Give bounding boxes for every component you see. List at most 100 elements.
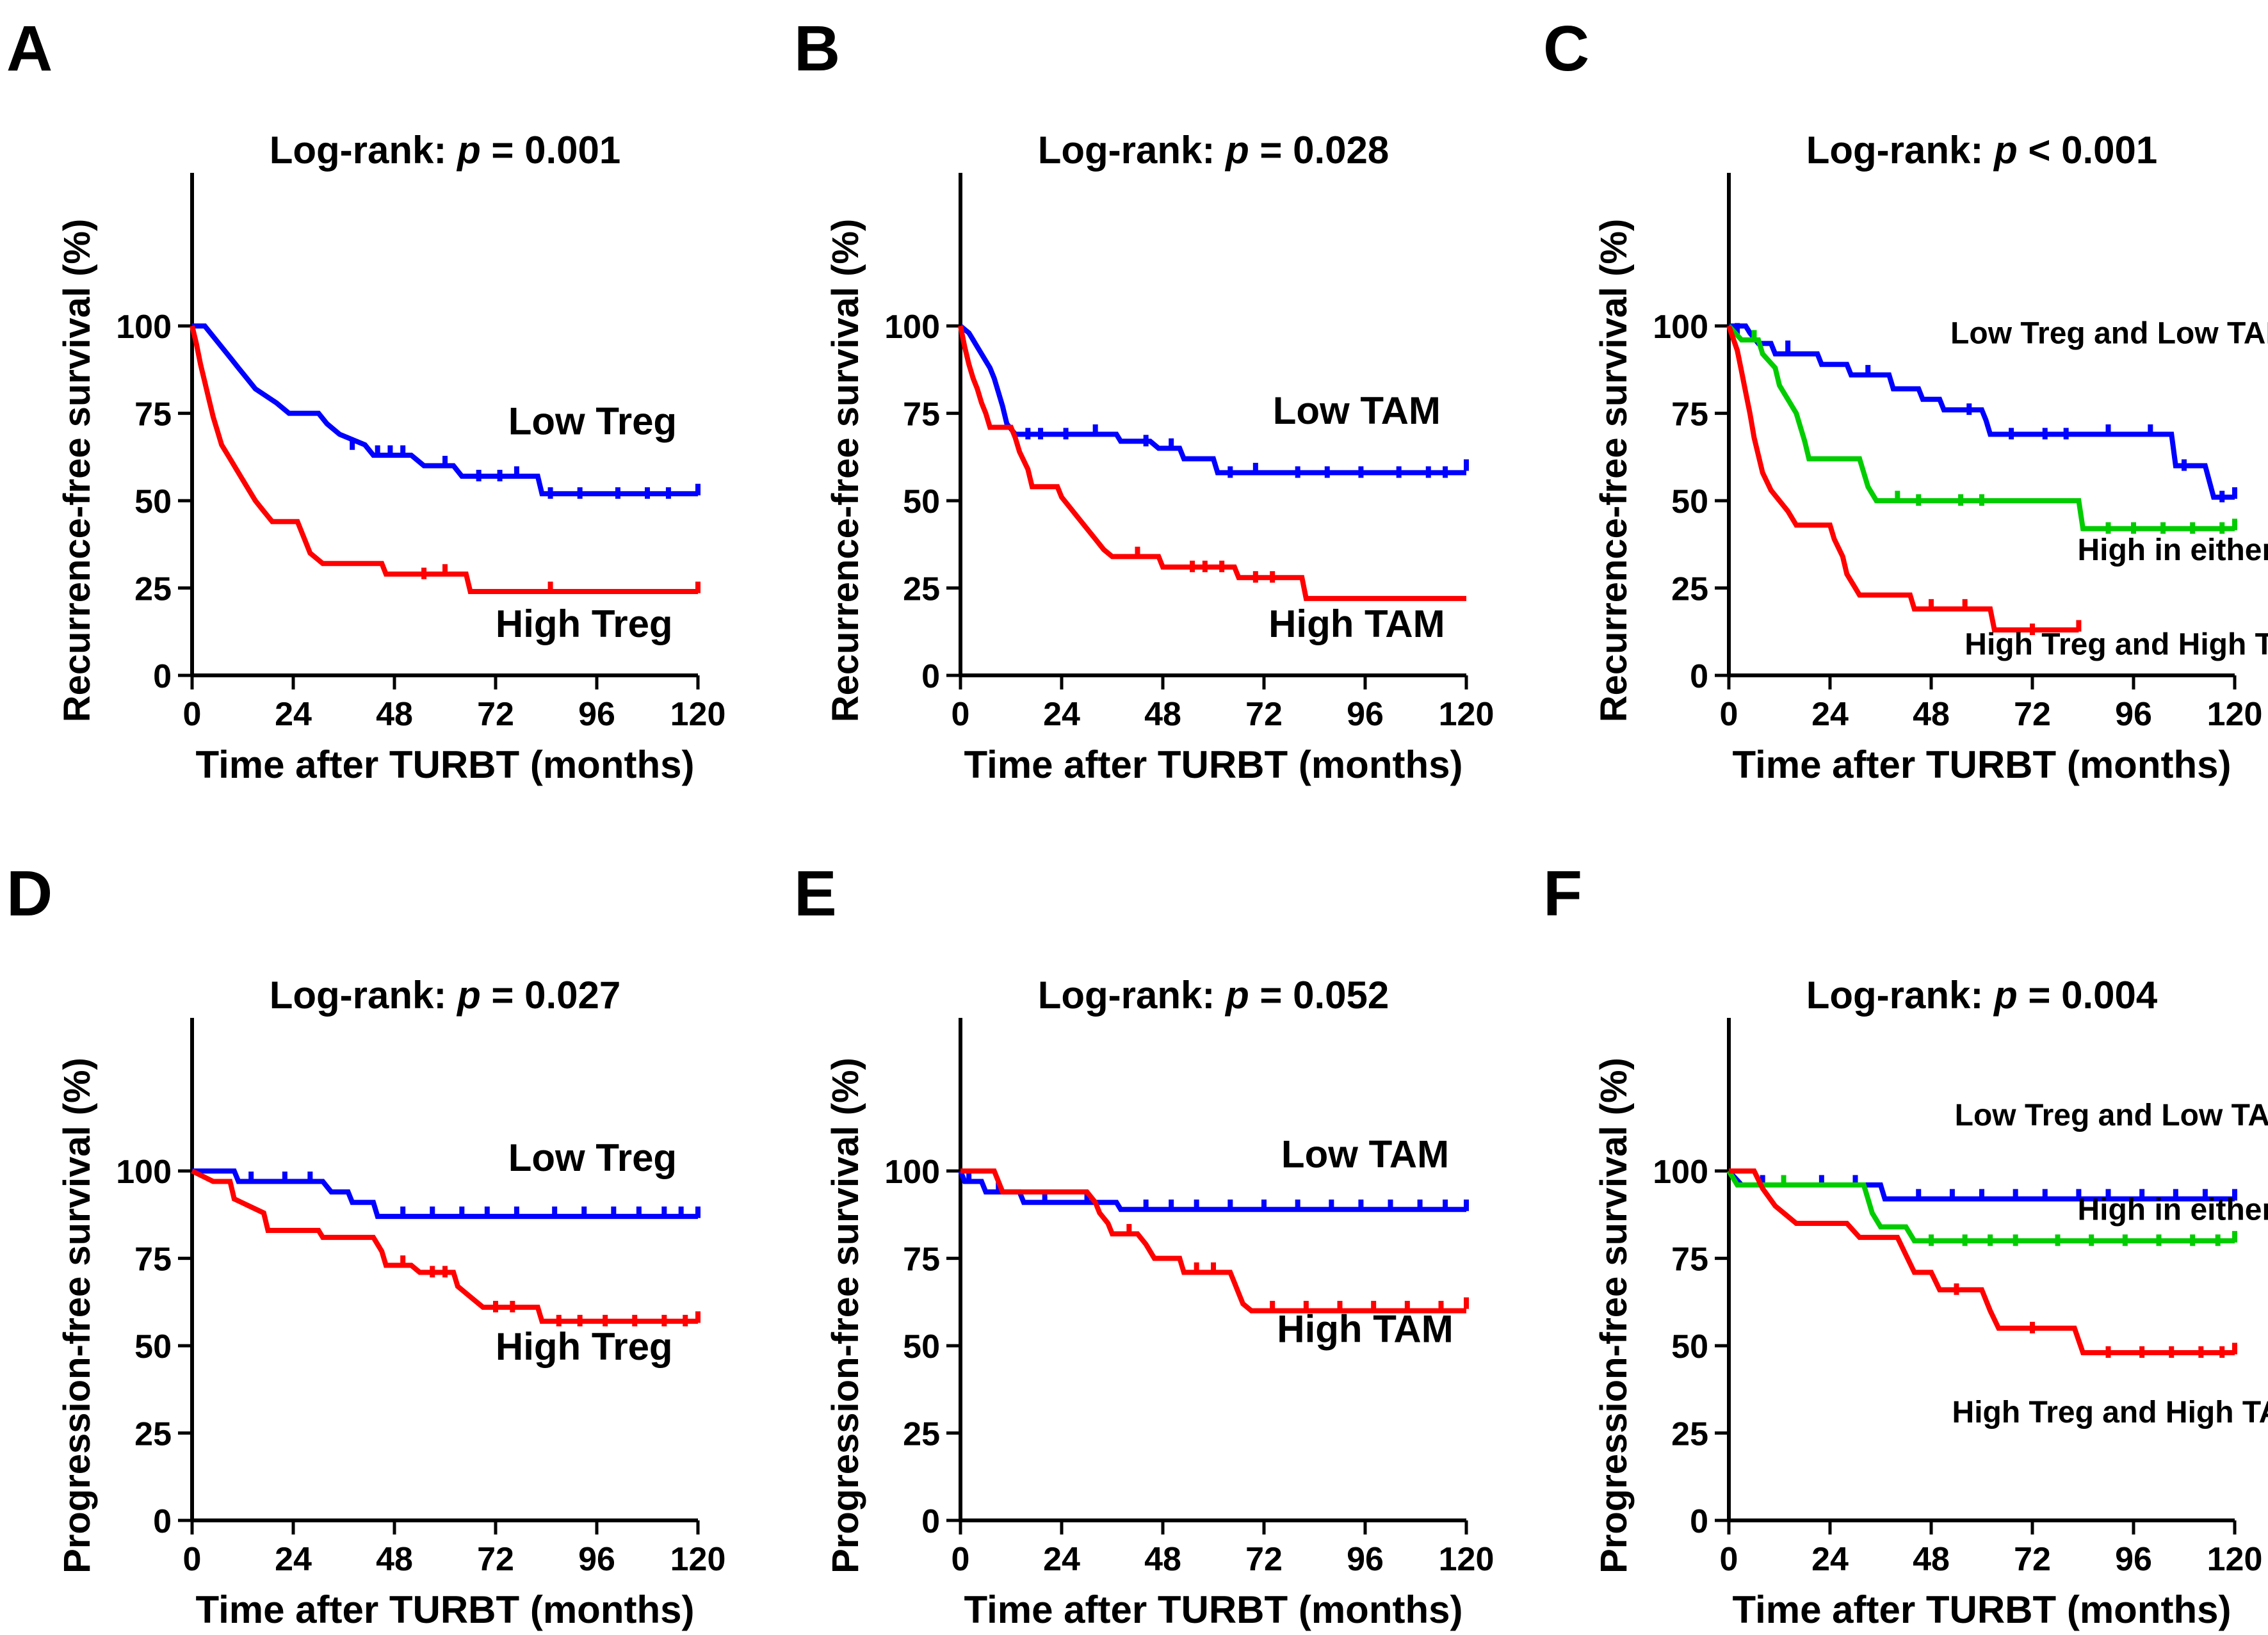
x-tick-label: 120 — [2207, 696, 2263, 733]
panel-letter: C — [1543, 13, 1589, 85]
title-p-symbol: p — [1993, 974, 2018, 1017]
y-tick-label: 75 — [134, 396, 172, 433]
x-tick-label: 24 — [1043, 1541, 1080, 1578]
y-tick-label: 0 — [153, 1503, 172, 1540]
series-annotation: High in either — [2077, 1193, 2268, 1227]
title-p-value: = 0.004 — [2018, 974, 2158, 1017]
y-tick-label: 25 — [134, 1416, 172, 1453]
chart-title: Log-rank: p = 0.028 — [1038, 129, 1389, 172]
y-tick-label: 25 — [1671, 1416, 1708, 1453]
y-tick-label: 50 — [903, 1328, 940, 1365]
panel-letter: E — [794, 858, 837, 930]
x-tick-label: 48 — [1144, 1541, 1181, 1578]
panel-f: F Log-rank: p = 0.004 0 24 48 72 96 120 0 25 50 75 1… — [1543, 858, 2268, 1631]
x-tick-label: 24 — [275, 696, 312, 733]
x-tick-label: 72 — [1245, 696, 1283, 733]
x-tick-label: 24 — [1043, 696, 1080, 733]
title-prefix: Log-rank: — [1806, 129, 1994, 172]
title-prefix: Log-rank: — [1806, 974, 1994, 1017]
title-p-symbol: p — [1224, 129, 1249, 172]
chart-title: Log-rank: p = 0.004 — [1806, 974, 2158, 1017]
x-axis-label: Time after TURBT (months) — [196, 1588, 695, 1631]
y-tick-label: 100 — [1653, 309, 1708, 346]
x-tick-label: 48 — [1913, 696, 1950, 733]
x-tick-label: 72 — [477, 696, 514, 733]
panel-letter: B — [794, 13, 840, 85]
series-annotation: High TAM — [1277, 1308, 1453, 1351]
y-tick-label: 25 — [1671, 571, 1708, 608]
title-p-value: = 0.001 — [481, 129, 621, 172]
x-tick-label: 0 — [952, 696, 970, 733]
panel-d: D Log-rank: p = 0.027 0 24 48 72 96 120 0 25 50 75 1… — [6, 858, 725, 1631]
x-tick-label: 72 — [1245, 1541, 1283, 1578]
series-annotation: High Treg and High TAM — [1964, 627, 2268, 661]
series-annotation: Low Treg — [508, 1136, 677, 1179]
title-prefix: Log-rank: — [1038, 129, 1226, 172]
series-annotation: High TAM — [1268, 602, 1445, 645]
y-tick-label: 75 — [903, 1241, 940, 1278]
x-tick-label: 24 — [275, 1541, 312, 1578]
y-tick-label: 100 — [1653, 1154, 1708, 1191]
panel-b: B Log-rank: p = 0.028 0 24 48 72 96 120 0 25 50 75 1… — [794, 13, 1494, 786]
y-axis-label: Progression-free survival (%) — [825, 1058, 866, 1574]
y-tick-label: 0 — [153, 658, 172, 695]
x-tick-label: 96 — [578, 1541, 615, 1578]
chart-title: Log-rank: p = 0.052 — [1038, 974, 1389, 1017]
x-tick-label: 96 — [2115, 1541, 2152, 1578]
series-line-low-treg — [192, 323, 698, 497]
series-annotation: Low Treg and Low TAM — [1955, 1099, 2268, 1132]
series-line-low-tam — [959, 324, 1466, 476]
title-prefix: Log-rank: — [270, 129, 457, 172]
title-prefix: Log-rank: — [1038, 974, 1226, 1017]
title-p-value: = 0.052 — [1249, 974, 1389, 1017]
y-tick-label: 50 — [1671, 483, 1708, 520]
x-tick-label: 96 — [578, 696, 615, 733]
title-prefix: Log-rank: — [270, 974, 457, 1017]
y-tick-label: 25 — [134, 571, 172, 608]
y-tick-label: 25 — [903, 571, 940, 608]
y-tick-label: 100 — [116, 309, 172, 346]
x-tick-label: 48 — [1913, 1541, 1950, 1578]
y-axis-label: Recurrence-free survival (%) — [56, 219, 98, 723]
title-p-symbol: p — [456, 129, 481, 172]
series-annotation: Low TAM — [1273, 389, 1441, 432]
panel-letter: A — [6, 13, 53, 85]
panel-c: C Log-rank: p < 0.001 0 24 48 72 96 120 0 25 50 75 1… — [1543, 13, 2268, 786]
series-line-low-treg — [192, 1168, 698, 1220]
y-tick-label: 0 — [921, 658, 940, 695]
x-tick-label: 24 — [1811, 1541, 1849, 1578]
panel-a: A Log-rank: p = 0.001 0 24 48 72 96 120 0 25 50 75 1… — [6, 13, 725, 786]
x-tick-label: 120 — [2207, 1541, 2263, 1578]
y-axis-label: Recurrence-free survival (%) — [1593, 219, 1635, 723]
x-tick-label: 48 — [376, 696, 413, 733]
x-axis-label: Time after TURBT (months) — [964, 1588, 1463, 1631]
title-p-symbol: p — [1224, 974, 1249, 1017]
chart-title: Log-rank: p < 0.001 — [1806, 129, 2158, 172]
x-tick-label: 96 — [1347, 696, 1384, 733]
x-axis-label: Time after TURBT (months) — [1733, 743, 2232, 786]
x-tick-label: 72 — [2014, 1541, 2051, 1578]
x-tick-label: 0 — [183, 696, 202, 733]
y-tick-label: 100 — [116, 1154, 172, 1191]
panel-letter: D — [6, 858, 53, 930]
y-tick-label: 0 — [1690, 658, 1708, 695]
series-annotation: High Treg — [496, 1325, 673, 1368]
series-line-high-tam — [960, 1168, 1466, 1314]
title-p-symbol: p — [1993, 129, 2018, 172]
y-tick-label: 50 — [134, 483, 172, 520]
y-axis-label: Progression-free survival (%) — [1593, 1058, 1635, 1574]
y-tick-label: 75 — [134, 1241, 172, 1278]
panel-letter: F — [1543, 858, 1582, 930]
x-tick-label: 0 — [1720, 1541, 1738, 1578]
title-p-symbol: p — [456, 974, 481, 1017]
series-annotation: Low TAM — [1281, 1133, 1449, 1176]
x-tick-label: 72 — [477, 1541, 514, 1578]
series-annotation: Low Treg — [508, 399, 677, 442]
x-axis-label: Time after TURBT (months) — [964, 743, 1463, 786]
series-line-high-tam — [958, 325, 1466, 601]
y-tick-label: 0 — [921, 1503, 940, 1540]
series-line-high-in-either — [1726, 1170, 2235, 1244]
y-tick-label: 75 — [1671, 1241, 1708, 1278]
y-tick-label: 50 — [1671, 1328, 1708, 1365]
